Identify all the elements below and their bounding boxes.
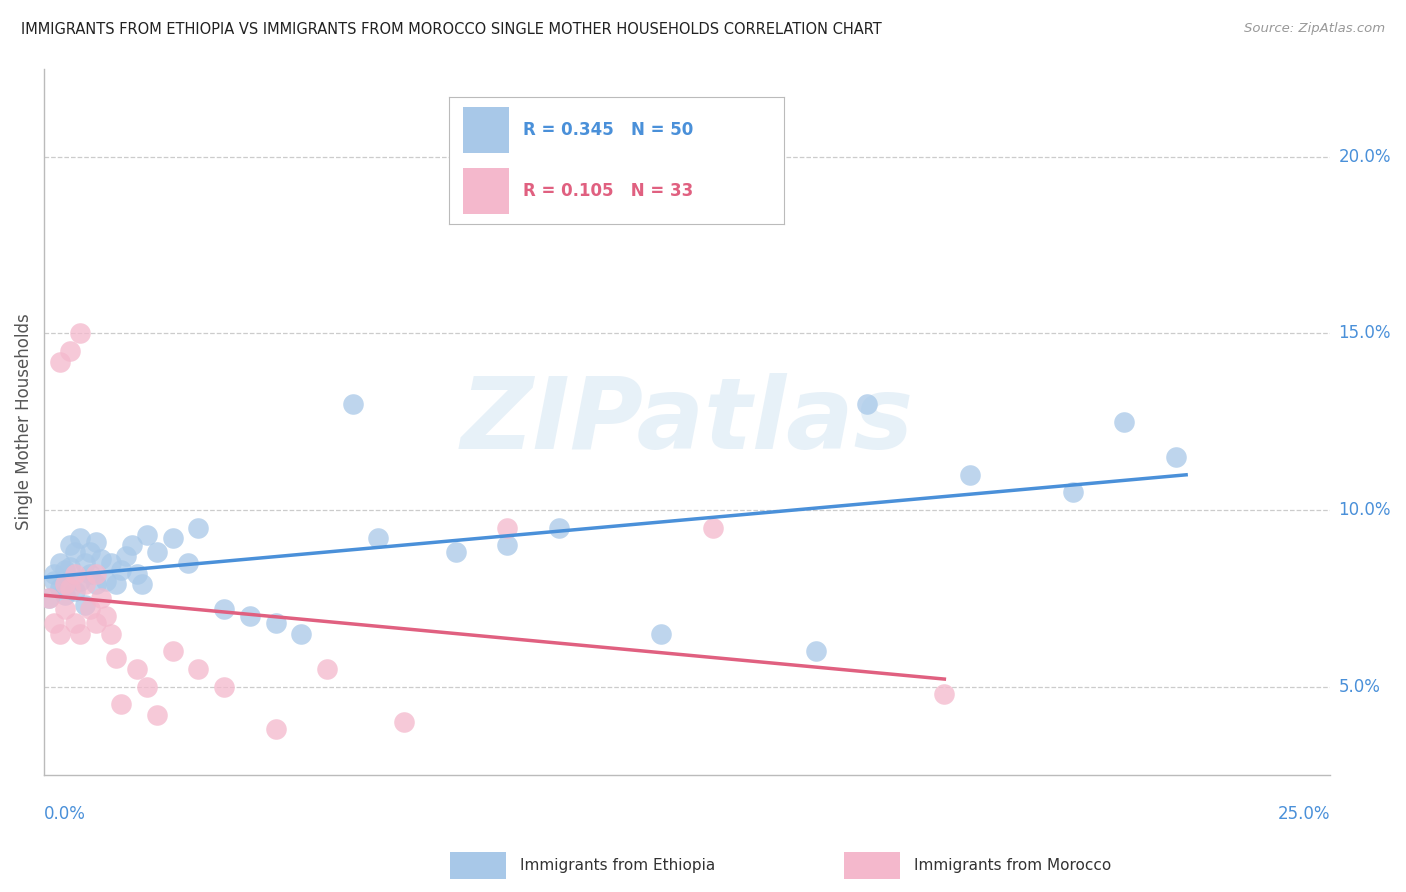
Point (84, 534, 107, 549)
FancyBboxPatch shape (844, 852, 900, 879)
Text: 15.0%: 15.0% (1339, 325, 1391, 343)
Point (90, 591, 112, 606)
Point (53, 563, 76, 577)
Text: 10.0%: 10.0% (1339, 501, 1391, 519)
Point (125, 662, 148, 676)
Point (110, 563, 132, 577)
Text: ZIPatlas: ZIPatlas (461, 373, 914, 470)
Point (53, 588, 76, 602)
Point (115, 549, 138, 563)
Point (44, 574, 66, 588)
Point (90, 552, 112, 566)
Point (702, 521, 724, 535)
Point (75, 599, 97, 613)
Point (59, 581, 82, 595)
Text: Immigrants from Ethiopia: Immigrants from Ethiopia (520, 858, 716, 872)
Text: 20.0%: 20.0% (1339, 148, 1391, 166)
Text: 25.0%: 25.0% (1278, 805, 1330, 823)
Point (146, 707, 169, 722)
Point (69, 531, 91, 545)
Point (444, 545, 467, 559)
Point (125, 566, 148, 581)
Point (650, 626, 672, 640)
Point (264, 615, 287, 630)
Point (264, 722, 287, 736)
Point (48, 354, 70, 368)
Point (69, 574, 91, 588)
Point (53, 602, 76, 616)
Point (239, 609, 262, 624)
Point (44, 566, 66, 581)
Point (69, 326, 91, 341)
Point (187, 662, 209, 676)
Point (342, 397, 364, 411)
Point (146, 545, 169, 559)
Point (136, 680, 159, 694)
Point (69, 626, 91, 640)
Point (162, 531, 184, 545)
Point (84, 566, 107, 581)
Point (48, 556, 70, 570)
Point (290, 626, 312, 640)
Point (79, 602, 101, 616)
Point (100, 556, 122, 570)
Point (496, 521, 519, 535)
Text: IMMIGRANTS FROM ETHIOPIA VS IMMIGRANTS FROM MOROCCO SINGLE MOTHER HOUSEHOLDS COR: IMMIGRANTS FROM ETHIOPIA VS IMMIGRANTS F… (21, 22, 882, 37)
Point (187, 521, 209, 535)
Point (79, 566, 101, 581)
Point (38, 591, 60, 606)
Text: 0.0%: 0.0% (44, 805, 86, 823)
Point (53, 577, 76, 591)
Point (94, 609, 117, 624)
Point (105, 651, 128, 665)
Point (136, 527, 159, 541)
Point (59, 559, 82, 574)
Point (75, 556, 97, 570)
Point (121, 538, 143, 552)
Point (79, 545, 101, 559)
Point (131, 577, 153, 591)
Point (367, 531, 389, 545)
Point (48, 581, 70, 595)
Point (44, 615, 66, 630)
Point (53, 577, 76, 591)
Point (496, 538, 519, 552)
Point (84, 577, 107, 591)
Point (59, 344, 82, 359)
Point (105, 577, 128, 591)
Point (547, 521, 569, 535)
Point (804, 644, 827, 658)
Point (392, 714, 415, 729)
Point (84, 615, 107, 630)
Point (1062, 485, 1084, 500)
Point (63, 584, 86, 599)
Text: Source: ZipAtlas.com: Source: ZipAtlas.com (1244, 22, 1385, 36)
Point (212, 602, 235, 616)
Point (177, 556, 200, 570)
Point (959, 467, 981, 482)
Point (1164, 450, 1187, 464)
Point (1114, 415, 1136, 429)
Point (63, 615, 86, 630)
Text: Immigrants from Morocco: Immigrants from Morocco (914, 858, 1111, 872)
Y-axis label: Single Mother Households: Single Mother Households (15, 313, 32, 530)
Point (110, 698, 132, 712)
Point (59, 538, 82, 552)
Point (94, 574, 117, 588)
Point (63, 566, 86, 581)
Point (100, 626, 122, 640)
Point (75, 577, 97, 591)
Point (316, 662, 339, 676)
FancyBboxPatch shape (450, 852, 506, 879)
Point (48, 626, 70, 640)
Text: 5.0%: 5.0% (1339, 678, 1381, 696)
Point (856, 397, 879, 411)
Point (212, 680, 235, 694)
Point (934, 687, 956, 701)
Point (63, 545, 86, 559)
Point (162, 644, 184, 658)
Point (38, 591, 60, 606)
